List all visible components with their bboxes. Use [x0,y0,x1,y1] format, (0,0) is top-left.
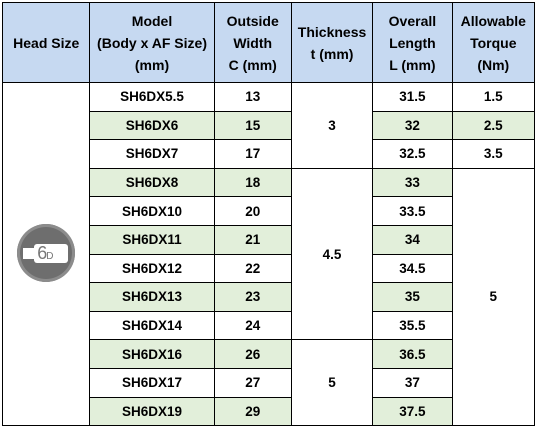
model-cell: SH6DX11 [89,224,215,255]
width-cell: 20 [213,196,292,226]
length-cell: 33 [372,167,453,198]
model-cell: SH6DX13 [89,282,215,312]
torque-cell: 5 [451,167,536,427]
header-overall-length: Overall Length L (mm) [372,2,453,83]
header-outside-width: Outside Width C (mm) [213,2,292,83]
table-row: SH6DX12 22 34.5 [3,253,535,284]
length-cell: 32.5 [372,139,453,169]
width-cell: 29 [213,396,292,427]
table-row: SH6DX16 26 5 36.5 [3,339,535,427]
table-row: SH6DX17 27 37 [3,367,535,398]
table-row: SH6DX7 17 32.5 3.5 [3,139,536,169]
width-cell: 17 [213,139,292,169]
spec-table: Head Size Model (Body x AF Size) (mm) Outs… [1,2,536,427]
width-cell: 13 [213,82,292,112]
table-row: SH6DX11 21 34 [3,224,535,255]
header-head-size: Head Size [1,2,91,83]
head-size-cell: 6D [1,81,91,427]
header-allowable-torque: Allowable Torque (Nm) [451,2,536,83]
width-cell: 21 [213,224,292,255]
length-cell: 33.5 [372,196,453,226]
model-cell: SH6DX17 [89,367,215,398]
length-cell: 37 [372,367,453,398]
width-cell: 24 [213,310,292,341]
table-row: SH6DX6 15 32 2.5 [3,110,536,141]
header-row: Head Size Model (Body x AF Size) (mm) Outs… [1,2,536,83]
length-cell: 36.5 [372,339,453,369]
model-cell: SH6DX12 [89,253,215,284]
width-cell: 26 [213,339,292,369]
model-cell: SH6DX7 [89,139,215,169]
model-cell: SH6DX14 [89,310,215,341]
width-cell: 18 [213,167,292,198]
6d-head-icon: 6D [17,223,76,282]
torque-cell: 1.5 [451,82,536,112]
model-cell: SH6DX10 [89,196,215,226]
table-row: SH6DX8 18 4.5 33 5 [3,167,536,427]
model-cell: SH6DX8 [89,167,215,198]
thickness-cell: 5 [290,339,374,427]
width-cell: 23 [213,282,292,312]
torque-cell: 2.5 [451,110,536,141]
thickness-cell: 3 [290,82,374,169]
table-row: 6D SH6DX5.5 13 3 31.5 1.5 [1,81,536,427]
length-cell: 34.5 [372,253,453,284]
length-cell: 34 [372,224,453,255]
torque-cell: 3.5 [451,139,536,169]
table-row: SH6DX19 29 37.5 [3,396,535,427]
width-cell: 22 [213,253,292,284]
model-cell: SH6DX19 [89,396,215,427]
model-cell: SH6DX6 [89,110,215,141]
length-cell: 35.5 [372,310,453,341]
length-cell: 32 [372,110,453,141]
width-cell: 27 [213,367,292,398]
table-row: SH6DX13 23 35 [3,282,535,312]
length-cell: 35 [372,282,453,312]
length-cell: 37.5 [372,396,453,427]
model-cell: SH6DX16 [89,339,215,369]
header-thickness: Thickness t (mm) [290,2,374,83]
model-cell: SH6DX5.5 [89,82,215,112]
width-cell: 15 [213,110,292,141]
thickness-cell: 4.5 [290,167,374,341]
length-cell: 31.5 [372,82,453,112]
header-model: Model (Body x AF Size) (mm) [89,2,215,83]
table-row: SH6DX14 24 35.5 [3,310,535,341]
